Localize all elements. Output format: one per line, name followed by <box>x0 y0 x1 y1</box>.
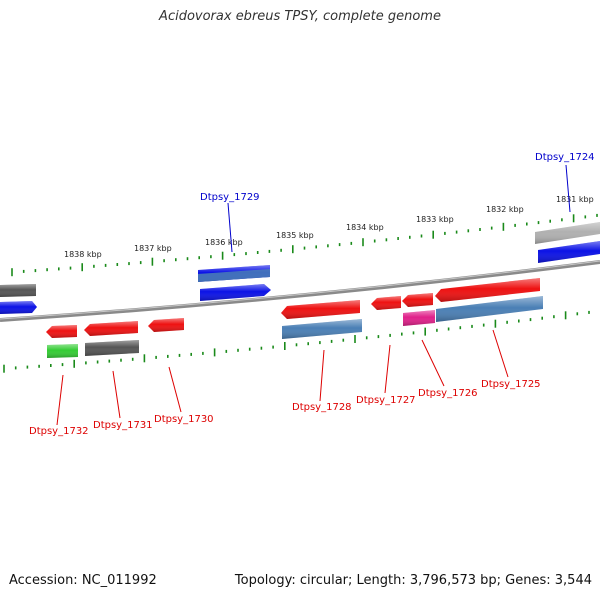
gene-label-dtpsy-1731[interactable]: Dtpsy_1731 <box>93 420 153 431</box>
gene-dtpsy-1727[interactable] <box>371 296 401 310</box>
genome-summary-text: Topology: circular; Length: 3,796,573 bp… <box>234 573 592 588</box>
scale-label: 1836 kbp <box>205 238 243 247</box>
connector-dtpsy-1727 <box>384 344 391 394</box>
connector-dtpsy-1728 <box>319 349 325 402</box>
gene-label-dtpsy-1727[interactable]: Dtpsy_1727 <box>356 395 416 406</box>
connector-dtpsy-1732 <box>56 374 64 426</box>
gene-label-dtpsy-1725[interactable]: Dtpsy_1725 <box>481 379 541 390</box>
connector-dtpsy-1724 <box>565 164 571 213</box>
forward-features <box>0 222 600 314</box>
gene-dtpsy-1729[interactable] <box>200 284 271 301</box>
gene-label-dtpsy-1724[interactable]: Dtpsy_1724 <box>535 152 595 163</box>
gene-dtpsy-1724-track[interactable] <box>535 222 600 244</box>
reverse-features <box>46 278 543 358</box>
gene-dtpsy-1732-track[interactable] <box>47 344 78 358</box>
connector-dtpsy-1726 <box>421 339 445 387</box>
gene-label-dtpsy-1728[interactable]: Dtpsy_1728 <box>292 402 352 413</box>
connector-dtpsy-1731 <box>112 370 121 419</box>
scale-ticks-inner <box>3 310 590 373</box>
scale-label: 1831 kbp <box>556 195 594 204</box>
scale-label: 1832 kbp <box>486 205 524 214</box>
accession-text: Accession: NC_011992 <box>9 573 157 588</box>
gene-dtpsy-1730[interactable] <box>148 318 184 332</box>
gene-dtpsy-1728[interactable] <box>281 300 360 319</box>
label-connectors <box>56 164 571 426</box>
genome-backbone <box>0 260 600 322</box>
gene-label-dtpsy-1729[interactable]: Dtpsy_1729 <box>200 192 260 203</box>
map-title: Acidovorax ebreus TPSY, complete genome <box>159 9 441 24</box>
gene-dtpsy-1726[interactable] <box>402 293 433 307</box>
scale-label: 1833 kbp <box>416 215 454 224</box>
gene-label-dtpsy-1730[interactable]: Dtpsy_1730 <box>154 414 214 425</box>
gene-dtpsy-1731-track[interactable] <box>85 340 139 356</box>
gene-dtpsy-1725-track[interactable] <box>436 296 543 322</box>
gene-label-dtpsy-1732[interactable]: Dtpsy_1732 <box>29 426 89 437</box>
gene-feature[interactable] <box>0 284 36 297</box>
gene-dtpsy-1728-track[interactable] <box>282 319 362 339</box>
scale-label: 1837 kbp <box>134 244 172 253</box>
connector-dtpsy-1730 <box>168 366 182 413</box>
gene-labels: Dtpsy_1724 Dtpsy_1729 Dtpsy_1732 Dtpsy_1… <box>29 152 595 437</box>
gene-dtpsy-1726-track[interactable] <box>403 310 435 326</box>
connector-dtpsy-1725 <box>492 329 509 378</box>
connector-dtpsy-1729 <box>227 202 233 253</box>
gene-dtpsy-1731[interactable] <box>84 321 138 336</box>
gene-dtpsy-1732[interactable] <box>46 325 77 338</box>
gene-dtpsy-1725[interactable] <box>435 278 540 302</box>
gene-label-dtpsy-1726[interactable]: Dtpsy_1726 <box>418 388 478 399</box>
scale-label: 1838 kbp <box>64 250 102 259</box>
gene-feature[interactable] <box>0 301 37 314</box>
gene-dtpsy-1729-band[interactable] <box>198 269 270 282</box>
scale-label: 1835 kbp <box>276 231 314 240</box>
scale-label: 1834 kbp <box>346 223 384 232</box>
gene-dtpsy-1724[interactable] <box>538 241 600 263</box>
scale-labels: 1838 kbp 1837 kbp 1836 kbp 1835 kbp 1834… <box>64 195 594 259</box>
scale-ticks-outer <box>11 213 598 277</box>
genome-backbone-highlight <box>0 260 600 320</box>
